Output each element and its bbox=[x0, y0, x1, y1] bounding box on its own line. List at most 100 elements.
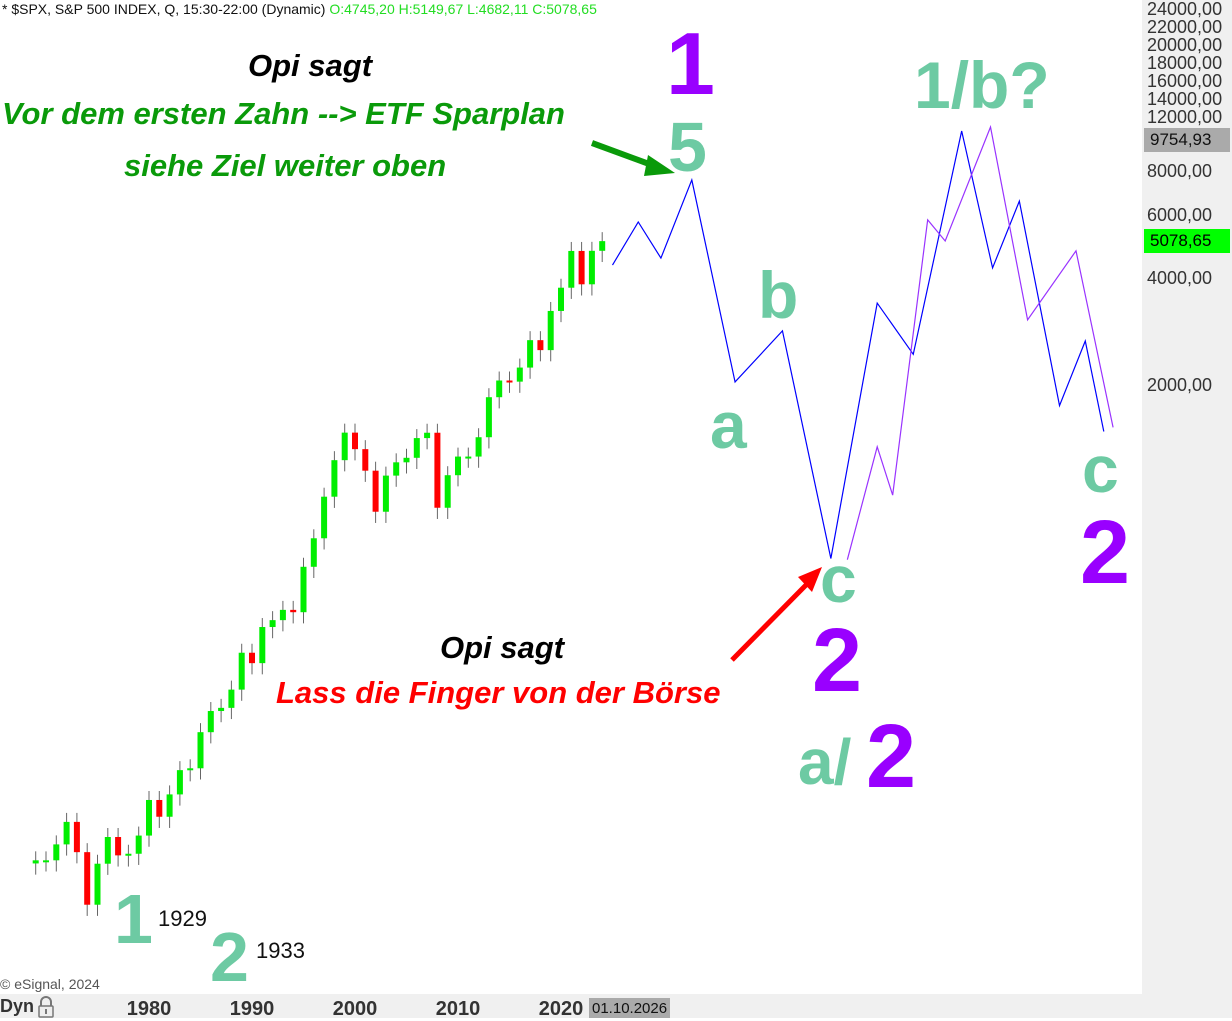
candle-body bbox=[485, 397, 492, 438]
candle-body bbox=[568, 250, 575, 288]
candle-body bbox=[475, 437, 482, 457]
candle-body bbox=[269, 620, 276, 628]
candle-body bbox=[156, 799, 163, 817]
symbol-title: * $SPX, S&P 500 INDEX, Q, 15:30-22:00 (D… bbox=[2, 1, 326, 17]
candle-body bbox=[238, 652, 245, 690]
wave-label-5: 5 bbox=[668, 108, 707, 186]
wave-label-c-mid: c bbox=[820, 542, 857, 616]
candle-body bbox=[166, 794, 173, 817]
y-tick-label: 8000,00 bbox=[1147, 161, 1213, 181]
candle-body bbox=[382, 475, 389, 512]
candle-body bbox=[527, 340, 534, 368]
candle-body bbox=[125, 853, 132, 856]
candle-body bbox=[424, 432, 431, 439]
wave-label-1-top: 1 bbox=[666, 14, 715, 113]
wave-label-c-right: c bbox=[1082, 432, 1119, 506]
projection-line-purple bbox=[846, 124, 1114, 560]
price-axis[interactable]: 2000,00 4000,00 6000,00 8000,00 12000,00 1400… bbox=[1142, 0, 1232, 1018]
y-tick-label: 4000,00 bbox=[1147, 268, 1213, 288]
time-axis[interactable]: Dyn 01.10.2026 1980 1990 2000 2010 2020 bbox=[0, 994, 1142, 1020]
y-tick-label: 18000,00 bbox=[1147, 53, 1223, 73]
candle-body bbox=[104, 837, 111, 864]
candle-body bbox=[341, 432, 348, 461]
candle-body bbox=[207, 711, 214, 733]
red-arrow-head bbox=[798, 567, 822, 592]
chart-header: * $SPX, S&P 500 INDEX, Q, 15:30-22:00 (D… bbox=[2, 1, 597, 17]
wave-label-2-bottom: 2 bbox=[210, 918, 249, 996]
ohlc-readout: O:4745,20 H:5149,67 L:4682,11 C:5078,65 bbox=[329, 1, 597, 17]
red-arrow bbox=[730, 581, 810, 662]
candle-body bbox=[331, 460, 338, 497]
candle-body bbox=[115, 837, 122, 856]
x-tick-label: 1990 bbox=[229, 998, 275, 1020]
candle-body bbox=[599, 241, 606, 251]
candle-body bbox=[135, 835, 142, 854]
cursor-price-marker: 9754,93 bbox=[1144, 128, 1230, 153]
candle-body bbox=[176, 770, 183, 795]
x-tick-label: 2010 bbox=[435, 998, 481, 1020]
wave-label-a: a bbox=[710, 388, 747, 462]
candle-body bbox=[403, 457, 410, 463]
candle-body bbox=[496, 380, 503, 398]
candle-body bbox=[578, 250, 585, 285]
candle-body bbox=[547, 310, 554, 351]
candle-body bbox=[63, 821, 70, 845]
y-tick-label: 24000,00 bbox=[1147, 0, 1223, 19]
candle-body bbox=[465, 456, 472, 459]
candle-body bbox=[588, 250, 595, 285]
candle-body bbox=[94, 863, 101, 905]
candle-body bbox=[434, 432, 441, 508]
y-tick-label: 6000,00 bbox=[1147, 205, 1213, 226]
y-tick-label: 14000,00 bbox=[1147, 89, 1223, 109]
x-tick-label: 2020 bbox=[538, 998, 584, 1020]
candle-body bbox=[73, 821, 80, 853]
candle-body bbox=[249, 652, 255, 664]
candle-body bbox=[372, 470, 379, 512]
candle-body bbox=[290, 609, 297, 613]
wave-label-1b: 1/b? bbox=[914, 48, 1050, 122]
annotation-finger: Lass die Finger von der Börse bbox=[276, 675, 721, 710]
green-arrow-head bbox=[644, 155, 675, 176]
wave-label-2-a: 2 bbox=[866, 707, 917, 807]
candle-body bbox=[259, 627, 266, 664]
wave-label-1-bottom: 1 bbox=[114, 880, 153, 958]
y-tick-label: 16000,00 bbox=[1147, 71, 1223, 91]
cursor-date-marker: 01.10.2026 bbox=[589, 998, 671, 1018]
candle-body bbox=[53, 844, 60, 861]
candle-body bbox=[352, 432, 358, 450]
x-tick-label: 1980 bbox=[126, 998, 172, 1020]
annotation-etf: Vor dem ersten Zahn --> ETF Sparplan bbox=[2, 96, 565, 131]
x-tick-label: 2000 bbox=[332, 998, 378, 1020]
candle-body bbox=[279, 609, 286, 621]
candle-body bbox=[43, 860, 49, 863]
candle-body bbox=[187, 768, 194, 771]
y-tick-label: 2000,00 bbox=[1147, 375, 1213, 395]
year-label-1933: 1933 bbox=[256, 938, 305, 963]
candle-body bbox=[413, 438, 420, 458]
wave-label-2-right: 2 bbox=[1080, 503, 1131, 603]
candle-body bbox=[455, 456, 461, 476]
y-tick-label: 20000,00 bbox=[1147, 35, 1223, 55]
candle-body bbox=[444, 475, 451, 508]
annotation-opi-sagt-bottom: Opi sagt bbox=[440, 630, 565, 665]
wave-label-a-slash: a/ bbox=[798, 726, 852, 798]
candle-body bbox=[393, 462, 400, 476]
dynamic-label: Dyn bbox=[0, 996, 35, 1016]
candle-body bbox=[146, 799, 152, 836]
candle-body bbox=[506, 380, 513, 383]
candle-body bbox=[32, 860, 39, 864]
candle-body bbox=[300, 566, 307, 613]
last-price-marker: 5078,65 bbox=[1144, 229, 1230, 254]
candle-body bbox=[197, 732, 204, 769]
candle-body bbox=[218, 707, 225, 712]
lock-icon[interactable] bbox=[36, 996, 56, 1018]
projection-line-blue bbox=[611, 130, 1105, 559]
candle-body bbox=[228, 689, 235, 708]
candle-body bbox=[84, 852, 91, 905]
candle-body bbox=[321, 496, 328, 539]
year-label-1929: 1929 bbox=[158, 906, 207, 931]
candle-body bbox=[310, 538, 317, 567]
y-tick-label: 22000,00 bbox=[1147, 17, 1223, 37]
copyright: © eSignal, 2024 bbox=[0, 976, 100, 992]
candle-body bbox=[537, 340, 544, 351]
